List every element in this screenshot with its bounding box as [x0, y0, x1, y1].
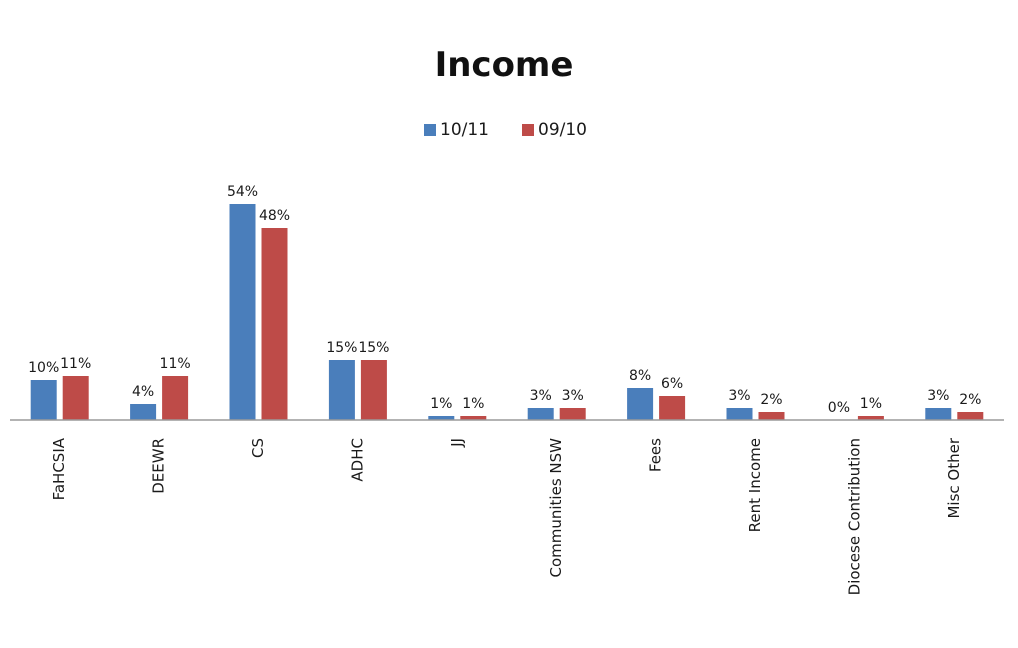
- data-label-fahcsia-10-11: 10%: [28, 360, 59, 376]
- data-label-communities-nsw-10-11: 3%: [530, 388, 552, 404]
- legend-label-09-10: 09/10: [538, 120, 587, 140]
- bar-fahcsia-10-11: [31, 380, 57, 420]
- bar-cs-09-10: [262, 228, 288, 420]
- category-label-misc-other: Misc Other: [945, 437, 963, 518]
- bar-fahcsia-09-10: [63, 376, 89, 420]
- data-label-diocese-contribution-10-11: 0%: [828, 400, 850, 416]
- legend-swatch-10-11: [424, 124, 436, 136]
- data-label-deewr-10-11: 4%: [132, 384, 154, 400]
- category-label-communities-nsw: Communities NSW: [547, 438, 565, 578]
- data-label-misc-other-10-11: 3%: [927, 388, 949, 404]
- data-label-diocese-contribution-09-10: 1%: [860, 396, 882, 412]
- bars-group: [31, 204, 984, 421]
- data-label-fahcsia-09-10: 11%: [60, 356, 91, 372]
- bar-rent-income-10-11: [727, 408, 753, 420]
- data-label-cs-10-11: 54%: [227, 184, 258, 200]
- data-label-jj-09-10: 1%: [462, 396, 484, 412]
- bar-adhc-10-11: [329, 360, 355, 420]
- category-label-fees: Fees: [647, 438, 665, 472]
- category-label-cs: CS: [249, 438, 267, 458]
- category-label-diocese-contribution: Diocese Contribution: [845, 438, 863, 595]
- bar-misc-other-09-10: [957, 412, 983, 420]
- legend: 10/11 09/10: [424, 120, 587, 140]
- bar-cs-10-11: [230, 204, 256, 420]
- chart-title: Income: [435, 45, 574, 85]
- category-label-fahcsia: FaHCSIA: [50, 437, 68, 500]
- bar-adhc-09-10: [361, 360, 387, 420]
- bar-rent-income-09-10: [759, 412, 785, 420]
- data-label-adhc-09-10: 15%: [358, 340, 389, 356]
- data-label-cs-09-10: 48%: [259, 208, 290, 224]
- bar-communities-nsw-10-11: [528, 408, 554, 420]
- category-label-jj: JJ: [448, 438, 466, 448]
- data-label-jj-10-11: 1%: [430, 396, 452, 412]
- bar-deewr-09-10: [162, 376, 188, 420]
- data-label-fees-10-11: 8%: [629, 368, 651, 384]
- category-labels-group: FaHCSIA DEEWR CS ADHC JJ Communities NSW Fees R…: [50, 437, 963, 595]
- bar-fees-10-11: [627, 388, 653, 420]
- legend-label-10-11: 10/11: [440, 120, 489, 140]
- legend-swatch-09-10: [522, 124, 534, 136]
- bar-misc-other-10-11: [925, 408, 951, 420]
- bar-deewr-10-11: [130, 404, 156, 420]
- bar-fees-09-10: [659, 396, 685, 420]
- data-label-communities-nsw-09-10: 3%: [562, 388, 584, 404]
- data-label-deewr-09-10: 11%: [160, 356, 191, 372]
- data-label-misc-other-09-10: 2%: [959, 392, 981, 408]
- data-label-adhc-10-11: 15%: [326, 340, 357, 356]
- bar-communities-nsw-09-10: [560, 408, 586, 420]
- data-label-fees-09-10: 6%: [661, 376, 683, 392]
- category-label-rent-income: Rent Income: [746, 438, 764, 532]
- data-label-rent-income-10-11: 3%: [728, 388, 750, 404]
- data-label-rent-income-09-10: 2%: [760, 392, 782, 408]
- category-label-adhc: ADHC: [348, 438, 366, 482]
- category-label-deewr: DEEWR: [150, 438, 168, 494]
